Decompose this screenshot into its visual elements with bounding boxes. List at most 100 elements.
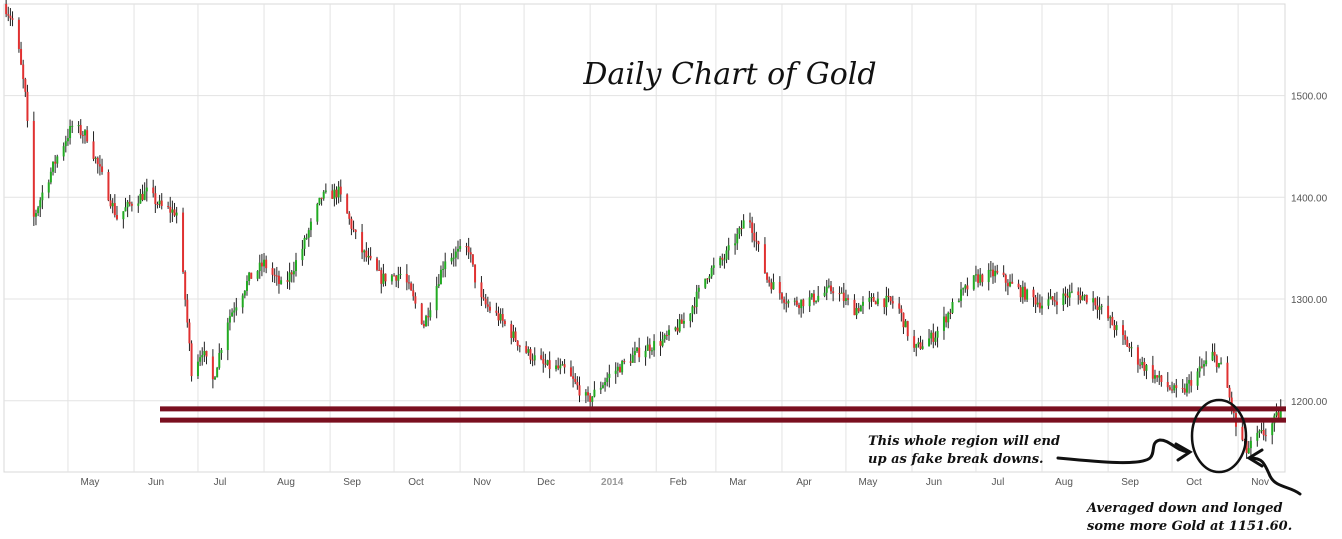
candle-body [1100,305,1103,307]
candle-body [578,385,581,396]
candle-body [439,269,442,285]
candle-body [113,203,116,216]
candle-body [1109,316,1112,319]
candle-body [991,269,994,277]
candle-body [1256,432,1259,441]
candle-body [763,244,766,274]
x-tick-label: Aug [277,477,295,488]
candle-body [361,232,364,253]
candle-body [921,346,924,349]
x-tick-label: Apr [796,477,812,488]
candle-body [1038,302,1041,309]
candle-body [1188,379,1191,384]
candle-body [591,396,594,402]
candle-body [947,312,950,323]
candle-body [974,274,977,276]
candle-body [1009,281,1012,287]
candle-body [749,220,752,223]
candle-body [1023,286,1026,300]
candle-body [1211,351,1214,361]
candle-body [644,350,647,358]
candle-body [883,298,886,308]
candle-body [380,270,383,284]
x-tick-label: May [858,477,877,488]
candle-body [292,271,295,275]
candle-body [1047,299,1050,306]
candle-body [1271,423,1274,436]
candle-body [128,201,131,204]
candle-body [407,282,410,284]
candle-body [258,262,261,272]
candle-body [979,274,982,283]
x-tick-label: Sep [1121,477,1139,488]
candle-body [1094,298,1097,306]
candle-body [885,295,888,308]
candle-body [286,280,289,282]
candle-body [275,275,278,277]
candle-body [9,15,12,19]
candle-body [290,272,293,275]
candle-body [778,281,781,294]
candle-body [1279,408,1282,418]
candle-body [949,312,952,314]
candle-body [936,330,939,338]
candle-body [126,201,129,208]
candle-body [1145,365,1148,371]
candle-body [857,308,860,312]
candle-body [250,272,253,279]
candle-body [1034,297,1037,305]
candle-body [516,340,519,346]
candle-body [593,389,596,397]
candle-body [435,285,438,311]
candle-body [1115,325,1118,331]
candle-body [378,269,381,271]
candle-body [346,194,349,214]
candle-body [817,295,820,301]
candle-body [184,271,187,300]
candle-body [1011,281,1014,284]
candle-body [495,310,498,313]
candle-body [674,327,677,330]
candle-body [584,392,587,396]
candle-body [1158,375,1161,378]
candle-body [444,261,447,269]
candle-body [497,312,500,321]
candle-body [248,272,251,281]
candle-body [1275,412,1278,416]
candle-body [529,349,532,360]
candle-body [160,200,163,206]
candle-body [414,296,417,304]
candle-body [1032,289,1035,298]
candle-body [1070,291,1073,293]
candle-body [977,274,980,283]
candle-body [273,274,276,276]
candle-body [20,48,23,65]
candle-body [34,213,37,217]
candle-body [154,193,157,205]
candle-body [1196,371,1199,386]
candle-body [1260,429,1263,431]
candle-body [842,292,845,301]
annotation-averaged-down-line2: some more Gold at 1151.60. [1087,519,1292,534]
annotation-fake-breakdowns-line1: This whole region will end [868,434,1060,449]
candle-body [1173,385,1176,391]
candle-body [706,278,709,280]
candle-body [459,246,462,249]
candle-body [101,166,104,172]
candle-body [263,259,266,267]
candle-body [499,314,502,321]
candle-body [469,252,472,255]
candle-body [390,275,393,282]
candle-body [815,300,818,303]
y-tick-label: 1400.00 [1291,193,1328,204]
candle-body [989,269,992,271]
candle-body [214,377,217,380]
candle-body [196,361,199,377]
candle-body [561,364,564,366]
candle-body [987,269,990,283]
candle-body [216,367,219,378]
x-tick-label: Sep [343,477,361,488]
candle-body [966,285,969,290]
candle-body [589,395,592,402]
arrow-to-region-head [1174,442,1193,462]
